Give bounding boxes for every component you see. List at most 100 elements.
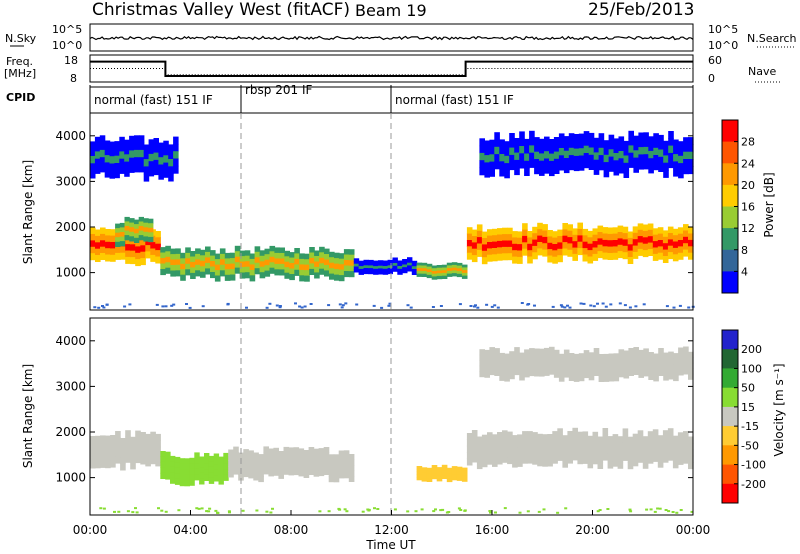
scatter-cell xyxy=(577,248,583,256)
scatter-cell xyxy=(613,364,620,371)
scatter-cell xyxy=(672,442,679,450)
scatter-cell xyxy=(303,455,310,462)
scatter-cell xyxy=(557,229,563,237)
scatter-cell xyxy=(134,135,140,144)
ground-scatter-cell xyxy=(629,510,633,513)
scatter-cell xyxy=(563,366,570,373)
scatter-cell xyxy=(298,470,305,477)
scatter-cell xyxy=(573,134,580,142)
scatter-cell xyxy=(683,352,689,359)
scatter-cell xyxy=(451,474,458,478)
velocity-ylabel: Slant Range [km] xyxy=(21,364,35,468)
scatter-cell xyxy=(504,370,510,377)
ground-scatter-cell xyxy=(559,304,563,307)
scatter-cell xyxy=(489,147,495,155)
scatter-cell xyxy=(667,239,674,247)
scatter-cell xyxy=(652,228,659,236)
scatter-cell xyxy=(421,271,428,275)
scatter-cell xyxy=(205,251,211,258)
scatter-cell xyxy=(593,167,600,175)
scatter-cell xyxy=(451,468,458,473)
scatter-cell xyxy=(208,477,215,484)
scatter-cell xyxy=(672,235,679,243)
x-tick-label: 00:00 xyxy=(676,523,711,537)
scatter-cell xyxy=(582,235,589,243)
scatter-cell xyxy=(633,164,639,173)
scatter-cell xyxy=(138,221,144,227)
scatter-cell xyxy=(163,148,169,156)
scatter-cell xyxy=(484,155,490,163)
scatter-cell xyxy=(138,226,144,232)
scatter-cell xyxy=(663,148,669,156)
scatter-cell xyxy=(494,146,500,155)
ground-scatter-cell xyxy=(123,305,127,308)
scatter-cell xyxy=(593,353,600,360)
scatter-cell xyxy=(577,431,583,439)
scatter-cell xyxy=(343,265,350,272)
scatter-cell xyxy=(233,457,239,464)
y-tick-label: 1000 xyxy=(55,471,86,485)
scatter-cell xyxy=(353,258,360,262)
scatter-cell xyxy=(299,258,305,265)
noise-right-tick-top: 10^5 xyxy=(708,23,738,36)
scatter-cell xyxy=(363,259,369,264)
scatter-cell xyxy=(529,152,535,161)
scatter-cell xyxy=(210,272,216,279)
colorbar-tick-label: -15 xyxy=(741,420,759,433)
scatter-cell xyxy=(598,155,605,163)
scatter-cell xyxy=(338,472,345,479)
scatter-cell xyxy=(124,147,130,155)
ground-scatter-cell xyxy=(205,510,209,513)
scatter-cell xyxy=(612,240,619,247)
scatter-cell xyxy=(492,235,498,243)
scatter-cell xyxy=(343,466,350,473)
y-tick-label: 3000 xyxy=(55,174,86,188)
scatter-cell xyxy=(416,466,423,470)
scatter-cell xyxy=(509,362,515,369)
scatter-cell xyxy=(662,249,669,257)
ground-scatter-cell xyxy=(488,510,492,512)
scatter-cell xyxy=(358,271,364,275)
scatter-cell xyxy=(104,147,111,156)
scatter-cell xyxy=(114,170,120,179)
scatter-cell xyxy=(622,447,629,455)
scatter-cell xyxy=(431,475,438,480)
scatter-cell xyxy=(115,241,121,247)
scatter-cell xyxy=(294,264,300,271)
scatter-cell xyxy=(90,141,96,150)
colorbar-swatch xyxy=(722,330,738,350)
x-tick-label: 16:00 xyxy=(475,523,510,537)
colorbar-swatch xyxy=(722,464,738,485)
colorbar-tick-label: 100 xyxy=(741,362,762,375)
scatter-cell xyxy=(268,464,274,471)
scatter-cell xyxy=(567,437,573,445)
scatter-cell xyxy=(402,259,408,263)
scatter-cell xyxy=(534,166,540,175)
ground-scatter-cell xyxy=(275,304,279,307)
scatter-cell xyxy=(456,474,463,479)
scatter-cell xyxy=(254,246,261,253)
scatter-cell xyxy=(329,262,335,269)
scatter-cell xyxy=(479,365,485,372)
scatter-cell xyxy=(421,472,428,477)
scatter-cell xyxy=(593,145,600,153)
scatter-cell xyxy=(441,272,448,277)
scatter-cell xyxy=(507,444,513,452)
scatter-cell xyxy=(607,253,614,260)
scatter-cell xyxy=(492,440,498,448)
noise-right-tick-bottom: 10^0 xyxy=(708,39,738,52)
scatter-cell xyxy=(129,218,135,224)
scatter-cell xyxy=(456,265,463,269)
scatter-cell xyxy=(200,266,206,273)
scatter-cell xyxy=(622,245,629,253)
colorbar-swatch xyxy=(722,163,738,186)
scatter-cell xyxy=(129,236,135,242)
scatter-cell xyxy=(264,259,271,266)
scatter-cell xyxy=(557,255,563,263)
scatter-cell xyxy=(205,246,211,253)
y-tick-label: 1000 xyxy=(55,266,86,280)
scatter-cell xyxy=(338,455,345,462)
x-axis-label: Time UT xyxy=(365,538,416,552)
scatter-cell xyxy=(168,173,174,182)
scatter-cell xyxy=(632,433,639,441)
